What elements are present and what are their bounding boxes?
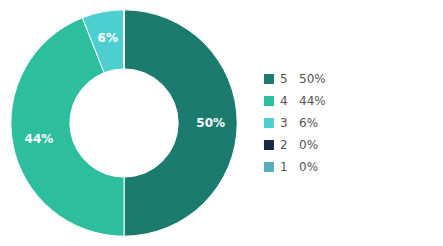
- svg-text:1 0%: 1 0%: [280, 160, 318, 174]
- svg-text:6%: 6%: [98, 31, 118, 45]
- svg-text:4 44%: 4 44%: [280, 94, 326, 108]
- svg-text:3 6%: 3 6%: [280, 116, 318, 130]
- svg-text:50%: 50%: [196, 116, 225, 130]
- svg-text:5 50%: 5 50%: [280, 72, 326, 86]
- svg-text:2 0%: 2 0%: [280, 138, 318, 152]
- svg-text:44%: 44%: [25, 132, 54, 146]
